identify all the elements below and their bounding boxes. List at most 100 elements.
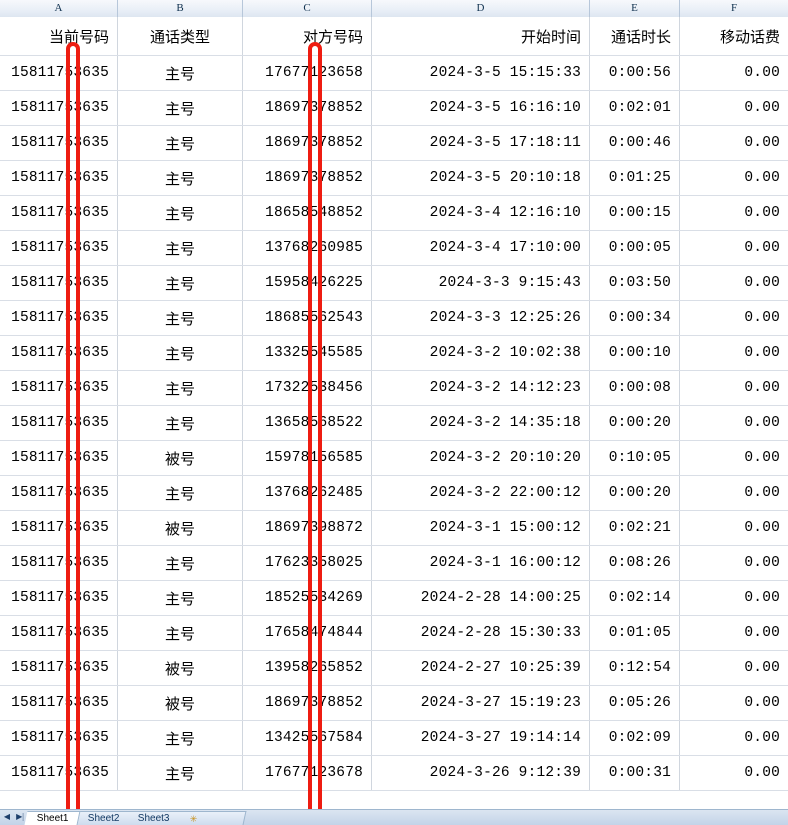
column-header-d[interactable]: D bbox=[372, 0, 590, 17]
cell-current-number[interactable]: 15811753635 bbox=[0, 56, 118, 90]
column-header-c[interactable]: C bbox=[243, 0, 372, 17]
cell-other-number[interactable]: 18658548852 bbox=[243, 196, 372, 230]
cell-call-type[interactable]: 主号 bbox=[118, 721, 243, 755]
cell-call-type[interactable]: 主号 bbox=[118, 616, 243, 650]
cell-fee[interactable]: 0.00 bbox=[744, 380, 780, 396]
cell-fee[interactable]: 0.00 bbox=[744, 135, 780, 151]
table-row[interactable]: 15811753635 主号 17658474844 2024-2-28 15:30:… bbox=[0, 616, 788, 651]
sheet-nav-buttons[interactable]: ◀ ▶| bbox=[0, 810, 28, 825]
cell-other-number[interactable]: 18525534269 bbox=[243, 581, 372, 615]
cell-start-time[interactable]: 2024-3-4 17:10:00 bbox=[372, 231, 590, 265]
cell-fee[interactable]: 0.00 bbox=[744, 730, 780, 746]
sheet-tab-sheet1[interactable]: Sheet1 bbox=[24, 811, 81, 825]
cell-fee[interactable]: 0.00 bbox=[744, 625, 780, 641]
cell-current-number[interactable]: 15811753635 bbox=[0, 476, 118, 510]
cell-current-number[interactable]: 15811753635 bbox=[0, 196, 118, 230]
cell-start-time[interactable]: 2024-3-27 19:14:14 bbox=[372, 721, 590, 755]
sheet-tab-sheet3[interactable]: Sheet3 bbox=[125, 811, 182, 825]
cell-current-number[interactable]: 15811753635 bbox=[0, 301, 118, 335]
table-row[interactable]: 15811753635 主号 13768260985 2024-3-4 17:10:0… bbox=[0, 231, 788, 266]
cell-start-time[interactable]: 2024-3-2 20:10:20 bbox=[372, 441, 590, 475]
cell-current-number[interactable]: 15811753635 bbox=[0, 651, 118, 685]
cell-call-type[interactable]: 主号 bbox=[118, 196, 243, 230]
cell-fee[interactable]: 0.00 bbox=[744, 520, 780, 536]
cell-call-type[interactable]: 主号 bbox=[118, 91, 243, 125]
cell-fee[interactable]: 0.00 bbox=[744, 275, 780, 291]
cell-other-number[interactable]: 18697378852 bbox=[243, 91, 372, 125]
header-cell-duration[interactable]: 通话时长 bbox=[590, 17, 680, 55]
cell-other-number[interactable]: 15978156585 bbox=[243, 441, 372, 475]
cell-call-type[interactable]: 主号 bbox=[118, 476, 243, 510]
cell-start-time[interactable]: 2024-3-5 15:15:33 bbox=[372, 56, 590, 90]
sheet-tab-sheet2[interactable]: Sheet2 bbox=[75, 811, 131, 825]
cell-duration[interactable]: 0:02:01 bbox=[590, 91, 680, 125]
cell-call-type[interactable]: 被号 bbox=[118, 651, 243, 685]
cell-duration[interactable]: 0:02:14 bbox=[590, 581, 680, 615]
cell-start-time[interactable]: 2024-3-2 14:35:18 bbox=[372, 406, 590, 440]
table-row[interactable]: 15811753635 主号 18697378852 2024-3-5 20:10:1… bbox=[0, 161, 788, 196]
cell-call-type[interactable]: 主号 bbox=[118, 301, 243, 335]
cell-other-number[interactable]: 17623358025 bbox=[243, 546, 372, 580]
table-row[interactable]: 15811753635 主号 18525534269 2024-2-28 14:00:… bbox=[0, 581, 788, 616]
header-cell-call-type[interactable]: 通话类型 bbox=[118, 17, 243, 55]
cell-duration[interactable]: 0:05:26 bbox=[590, 686, 680, 720]
cell-fee[interactable]: 0.00 bbox=[744, 450, 780, 466]
cell-call-type[interactable]: 主号 bbox=[118, 56, 243, 90]
cell-duration[interactable]: 0:08:26 bbox=[590, 546, 680, 580]
cell-start-time[interactable]: 2024-3-1 16:00:12 bbox=[372, 546, 590, 580]
table-row[interactable]: 15811753635 被号 18697398872 2024-3-1 15:00:1… bbox=[0, 511, 788, 546]
cell-current-number[interactable]: 15811753635 bbox=[0, 371, 118, 405]
cell-current-number[interactable]: 15811753635 bbox=[0, 616, 118, 650]
cell-call-type[interactable]: 主号 bbox=[118, 581, 243, 615]
cell-call-type[interactable]: 主号 bbox=[118, 231, 243, 265]
cell-duration[interactable]: 0:10:05 bbox=[590, 441, 680, 475]
cell-fee[interactable]: 0.00 bbox=[744, 765, 780, 781]
cell-fee[interactable]: 0.00 bbox=[744, 415, 780, 431]
cell-other-number[interactable]: 17677123658 bbox=[243, 56, 372, 90]
cell-other-number[interactable]: 18697378852 bbox=[243, 686, 372, 720]
cell-fee[interactable]: 0.00 bbox=[744, 590, 780, 606]
column-header-a[interactable]: A bbox=[0, 0, 118, 17]
cell-start-time[interactable]: 2024-3-1 15:00:12 bbox=[372, 511, 590, 545]
cell-other-number[interactable]: 18697398872 bbox=[243, 511, 372, 545]
cell-start-time[interactable]: 2024-3-27 15:19:23 bbox=[372, 686, 590, 720]
cell-other-number[interactable]: 18685562543 bbox=[243, 301, 372, 335]
cell-call-type[interactable]: 被号 bbox=[118, 686, 243, 720]
cell-fee[interactable]: 0.00 bbox=[744, 555, 780, 571]
table-row[interactable]: 15811753635 被号 15978156585 2024-3-2 20:10:2… bbox=[0, 441, 788, 476]
cell-fee[interactable]: 0.00 bbox=[744, 205, 780, 221]
cell-start-time[interactable]: 2024-3-26 9:12:39 bbox=[372, 756, 590, 790]
table-row[interactable]: 15811753635 被号 13958265852 2024-2-27 10:25:… bbox=[0, 651, 788, 686]
cell-start-time[interactable]: 2024-3-2 22:00:12 bbox=[372, 476, 590, 510]
table-row[interactable]: 15811753635 主号 13425567584 2024-3-27 19:14:… bbox=[0, 721, 788, 756]
cell-start-time[interactable]: 2024-3-2 14:12:23 bbox=[372, 371, 590, 405]
cell-current-number[interactable]: 15811753635 bbox=[0, 441, 118, 475]
cell-duration[interactable]: 0:12:54 bbox=[590, 651, 680, 685]
nav-last-sheet-icon[interactable]: ▶| bbox=[16, 812, 24, 821]
cell-fee[interactable]: 0.00 bbox=[744, 240, 780, 256]
cell-call-type[interactable]: 被号 bbox=[118, 441, 243, 475]
header-cell-current-number[interactable]: 当前号码 bbox=[0, 17, 118, 55]
table-row[interactable]: 15811753635 主号 13658568522 2024-3-2 14:35:1… bbox=[0, 406, 788, 441]
table-row[interactable]: 15811753635 主号 18658548852 2024-3-4 12:16:1… bbox=[0, 196, 788, 231]
cell-duration[interactable]: 0:00:34 bbox=[590, 301, 680, 335]
column-header-f[interactable]: F bbox=[680, 0, 788, 17]
cell-current-number[interactable]: 15811753635 bbox=[0, 511, 118, 545]
cell-fee[interactable]: 0.00 bbox=[744, 695, 780, 711]
cell-fee[interactable]: 0.00 bbox=[744, 660, 780, 676]
table-row[interactable]: 15811753635 主号 18697378852 2024-3-5 16:16:1… bbox=[0, 91, 788, 126]
cell-duration[interactable]: 0:03:50 bbox=[590, 266, 680, 300]
table-row[interactable]: 15811753635 主号 18697378852 2024-3-5 17:18:1… bbox=[0, 126, 788, 161]
cell-current-number[interactable]: 15811753635 bbox=[0, 231, 118, 265]
cell-start-time[interactable]: 2024-3-3 9:15:43 bbox=[372, 266, 590, 300]
table-row[interactable]: 15811753635 主号 15958426225 2024-3-3 9:15:43… bbox=[0, 266, 788, 301]
cell-fee[interactable]: 0.00 bbox=[744, 310, 780, 326]
cell-other-number[interactable]: 13325545585 bbox=[243, 336, 372, 370]
table-row[interactable]: 15811753635 主号 18685562543 2024-3-3 12:25:2… bbox=[0, 301, 788, 336]
cell-other-number[interactable]: 15958426225 bbox=[243, 266, 372, 300]
cell-fee[interactable]: 0.00 bbox=[744, 485, 780, 501]
cell-call-type[interactable]: 被号 bbox=[118, 511, 243, 545]
cell-fee[interactable]: 0.00 bbox=[744, 170, 780, 186]
cell-start-time[interactable]: 2024-2-28 14:00:25 bbox=[372, 581, 590, 615]
cell-fee[interactable]: 0.00 bbox=[744, 100, 780, 116]
